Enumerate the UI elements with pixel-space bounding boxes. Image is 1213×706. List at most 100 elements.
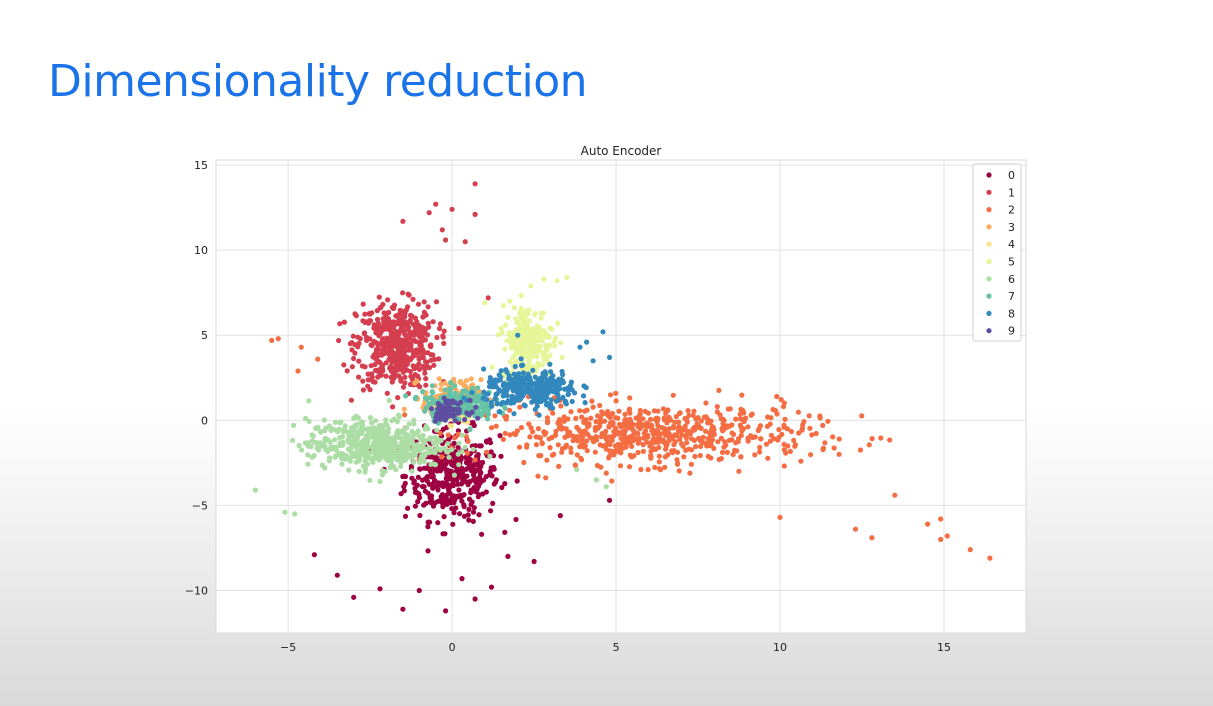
data-point — [469, 390, 475, 396]
data-point — [400, 290, 406, 296]
data-point — [438, 403, 444, 409]
data-point — [476, 512, 482, 518]
data-point — [339, 461, 345, 467]
data-point — [482, 300, 488, 306]
data-point — [547, 361, 553, 367]
data-point — [515, 373, 521, 379]
data-point — [481, 477, 487, 483]
data-point — [825, 418, 831, 424]
data-point — [441, 514, 447, 520]
data-point — [489, 364, 495, 370]
data-point — [579, 414, 585, 420]
data-point — [430, 352, 436, 358]
data-point — [397, 352, 403, 358]
data-point — [397, 362, 403, 369]
legend-label: 9 — [1008, 325, 1015, 338]
data-point — [738, 406, 744, 412]
data-point — [594, 437, 600, 443]
data-point — [449, 206, 455, 212]
data-point — [436, 356, 442, 362]
data-point — [376, 294, 382, 300]
legend-marker — [986, 310, 992, 316]
data-point — [809, 432, 815, 438]
data-point — [573, 415, 579, 421]
data-point — [792, 442, 799, 448]
data-point — [781, 447, 787, 453]
data-point — [487, 468, 493, 475]
data-point — [426, 450, 433, 456]
data-point — [459, 576, 465, 582]
data-point — [536, 434, 542, 440]
data-point — [795, 409, 802, 415]
data-point — [552, 343, 558, 349]
data-point — [462, 239, 468, 245]
data-point — [383, 373, 389, 379]
data-point — [381, 319, 387, 326]
data-point — [451, 472, 457, 478]
data-point — [572, 390, 578, 396]
data-point — [413, 372, 419, 378]
data-point — [705, 453, 711, 459]
data-point — [440, 531, 446, 537]
data-point — [676, 419, 682, 425]
data-point — [306, 418, 312, 424]
data-point — [577, 344, 583, 350]
data-point — [748, 412, 754, 418]
data-point — [625, 421, 631, 428]
data-point — [607, 442, 613, 448]
data-point — [402, 513, 409, 519]
data-point — [346, 439, 352, 445]
data-point — [653, 439, 659, 445]
data-point — [432, 466, 438, 472]
legend-label: 2 — [1008, 204, 1015, 217]
series-0 — [311, 398, 613, 614]
data-point — [510, 388, 516, 394]
data-point — [386, 435, 392, 441]
data-point — [436, 376, 442, 382]
data-point — [471, 422, 477, 429]
data-point — [354, 430, 360, 436]
data-point — [737, 411, 743, 417]
data-point — [488, 508, 494, 514]
data-point — [398, 326, 404, 332]
data-point — [332, 419, 338, 425]
data-point — [570, 438, 576, 444]
data-point — [617, 463, 624, 469]
data-point — [536, 412, 542, 418]
data-point — [892, 492, 898, 498]
data-point — [367, 415, 373, 421]
data-point — [577, 428, 583, 434]
data-point — [736, 468, 742, 474]
data-point — [417, 466, 423, 472]
data-point — [295, 368, 301, 374]
data-point — [703, 400, 709, 406]
data-point — [648, 422, 654, 428]
data-point — [356, 358, 362, 364]
data-point — [560, 394, 566, 400]
data-point — [570, 433, 576, 439]
data-point — [791, 437, 797, 443]
data-point — [548, 369, 554, 375]
data-point — [466, 412, 472, 418]
data-point — [739, 392, 745, 398]
data-point — [545, 333, 551, 339]
data-point — [554, 398, 561, 404]
data-point — [359, 363, 365, 369]
data-point — [476, 492, 482, 498]
data-point — [447, 497, 453, 503]
data-point — [581, 444, 587, 450]
data-point — [757, 423, 764, 429]
legend-marker — [986, 293, 992, 299]
data-point — [470, 472, 477, 478]
data-point — [470, 509, 477, 515]
data-point — [729, 422, 735, 428]
data-point — [763, 441, 770, 447]
data-point — [377, 586, 383, 592]
data-point — [554, 278, 560, 284]
data-point — [676, 468, 682, 474]
legend-label: 0 — [1008, 169, 1015, 182]
data-point — [550, 383, 557, 389]
data-point — [455, 481, 461, 487]
data-point — [292, 511, 298, 517]
data-point — [371, 425, 378, 431]
